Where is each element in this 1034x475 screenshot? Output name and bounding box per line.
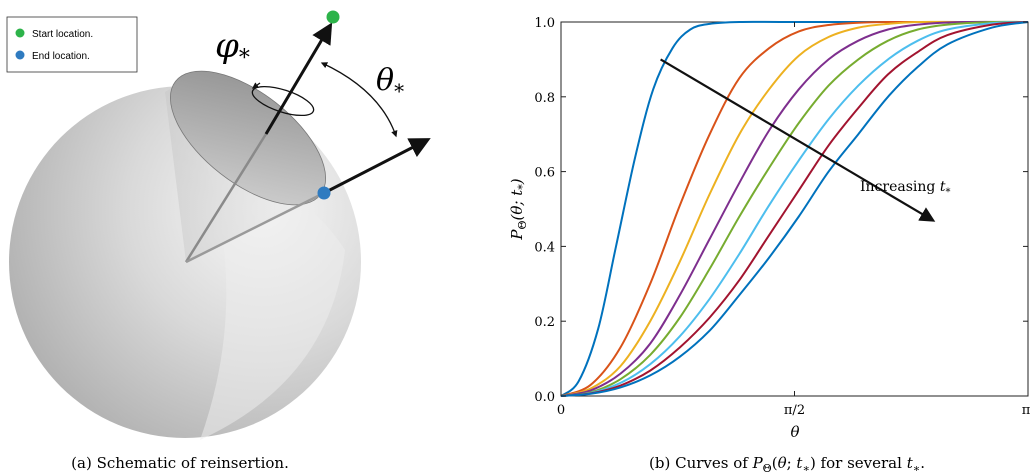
increasing-label: Increasing t*	[860, 179, 950, 198]
theta-label: θ*	[376, 63, 404, 103]
plot-frame	[560, 21, 1029, 397]
theta-arc	[320, 62, 398, 138]
phi-label: φ*	[215, 26, 250, 71]
y-tick-label-5: 0.8	[534, 91, 555, 106]
increasing-arrow	[660, 58, 936, 222]
caption-a: (a) Schematic of reinsertion.	[71, 454, 289, 472]
start-direction-arrow	[264, 22, 333, 135]
y-tick-label-2: 0.2	[534, 315, 555, 330]
series-line-7	[560, 21, 1029, 397]
legend-box	[6, 16, 138, 73]
series-line-6	[560, 21, 1029, 397]
start-point	[326, 10, 340, 24]
y-tick-label-6: 1.0	[534, 16, 555, 31]
chart: 0.00.20.40.60.81.00 π/2 π Increasing t* θ …	[508, 16, 1031, 441]
phi-rotation-arrow	[251, 82, 261, 89]
series-layer	[560, 20, 1029, 397]
caption-b: (b) Curves of PΘ(θ; t∗) for several t∗.	[649, 454, 925, 475]
series-line-8	[560, 21, 1029, 397]
y-tick-label-1: 0.0	[534, 390, 555, 405]
radius-to-end	[185, 191, 325, 264]
series-line-2	[560, 20, 1028, 397]
schematic-panel: φ* θ*	[9, 10, 431, 440]
phi-rotation-loop	[251, 85, 315, 117]
legend-end-label: End location.	[32, 51, 90, 62]
legend-start-marker	[15, 28, 25, 38]
tick-layer: 0.0 0.2 0.4 0.6 0.8 1.0 0 π/2 π	[534, 16, 1030, 418]
radius-to-start	[184, 133, 268, 263]
y-tick-label-4: 0.6	[534, 166, 555, 181]
end-direction-arrow	[323, 138, 431, 195]
series-line-3	[560, 20, 1028, 397]
series-line-1	[560, 20, 1028, 397]
y-tick-label-3: 0.4	[534, 240, 555, 255]
x-tick-label-2: π/2	[784, 403, 805, 418]
legend-end-marker	[15, 50, 25, 60]
y-axis-label: PΘ(θ; t*)	[508, 178, 529, 240]
x-tick-label-1: 0	[557, 403, 565, 418]
end-point	[317, 186, 331, 200]
x-axis-label: θ	[790, 423, 799, 441]
legend-start-label: Start location.	[32, 29, 93, 40]
series-line-4	[560, 20, 1029, 397]
x-tick-label-3: π	[1022, 403, 1031, 418]
series-line-5	[560, 20, 1029, 397]
annotation-layer: Increasing t*	[660, 58, 950, 222]
legend: Start location. End location.	[6, 16, 138, 73]
